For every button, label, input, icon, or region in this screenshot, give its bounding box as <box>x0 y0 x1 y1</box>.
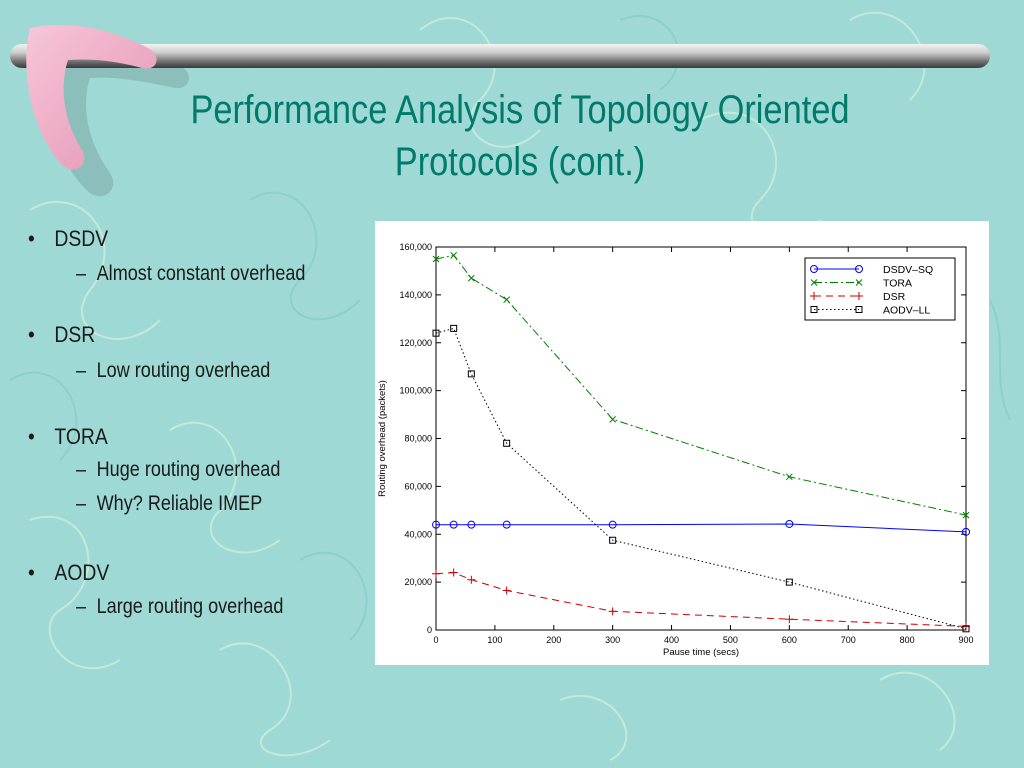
data-point-tora <box>467 274 475 282</box>
data-point-tora <box>785 473 793 481</box>
data-point-dsdv-sq <box>502 520 511 529</box>
dash-marker: – <box>76 492 87 515</box>
legend-label-aodv-ll: AODV–LL <box>883 305 930 317</box>
x-tick-label: 800 <box>900 635 915 645</box>
bullet-dsr: • DSR <box>28 322 95 348</box>
bullet-marker: • <box>28 424 35 449</box>
dash-marker: – <box>76 262 87 285</box>
data-point-aodv-ll <box>503 439 511 447</box>
y-tick-label: 100,000 <box>399 386 432 396</box>
legend-marker-dsr <box>810 292 818 300</box>
y-tick-label: 20,000 <box>404 577 432 587</box>
x-tick-label: 200 <box>546 635 561 645</box>
title-bar <box>10 44 990 68</box>
sub-bullet-tora-1: – Huge routing overhead <box>76 458 280 482</box>
slide-title-line2: Protocols (cont.) <box>394 140 646 184</box>
data-point-dsdv-sq <box>608 520 617 529</box>
sub-bullet-text: Large routing overhead <box>96 595 284 618</box>
data-point-dsr <box>502 586 511 595</box>
x-tick-label: 600 <box>782 635 797 645</box>
y-tick-label: 120,000 <box>399 338 432 348</box>
sub-bullet-dsdv-1: – Almost constant overhead <box>76 262 305 286</box>
data-point-dsr <box>449 568 458 577</box>
legend-marker-dsdv-sq <box>810 265 818 273</box>
bullet-tora: • TORA <box>28 424 108 450</box>
data-point-aodv-ll <box>962 625 970 633</box>
series-line-dsr <box>435 572 967 627</box>
x-tick-label: 0 <box>433 635 438 645</box>
sub-bullet-text: Low routing overhead <box>96 359 271 382</box>
bullet-label: DSDV <box>54 226 109 251</box>
data-point-dsdv-sq <box>785 519 794 528</box>
bullet-label: TORA <box>54 424 108 449</box>
data-point-dsdv-sq <box>467 520 476 529</box>
x-tick-label: 100 <box>487 635 502 645</box>
data-point-tora <box>609 415 617 423</box>
x-tick-label: 300 <box>605 635 620 645</box>
y-tick-label: 0 <box>427 625 432 635</box>
dash-marker: – <box>76 595 87 618</box>
data-point-tora <box>503 296 511 304</box>
series-line-aodv-ll <box>435 327 967 630</box>
slide-title-line1: Performance Analysis of Topology Oriente… <box>190 88 850 132</box>
data-point-tora <box>962 511 970 519</box>
legend-marker-aodv-ll <box>810 306 818 313</box>
data-point-aodv-ll <box>785 578 793 586</box>
sub-bullet-text: Why? Reliable IMEP <box>96 492 263 515</box>
bullet-aodv: • AODV <box>28 560 109 586</box>
data-point-aodv-ll <box>432 329 440 337</box>
x-tick-label: 700 <box>841 635 856 645</box>
data-point-tora <box>450 252 458 259</box>
dash-marker: – <box>76 359 87 382</box>
bullet-marker: • <box>28 322 35 347</box>
legend-marker-tora <box>855 279 863 286</box>
y-tick-label: 40,000 <box>404 529 432 539</box>
data-point-aodv-ll <box>467 370 475 378</box>
legend-label-dsr: DSR <box>883 291 906 303</box>
legend-marker-aodv-ll <box>855 306 863 313</box>
sub-bullet-text: Huge routing overhead <box>96 458 281 481</box>
dash-marker: – <box>76 458 87 481</box>
sub-bullet-aodv-1: – Large routing overhead <box>76 595 283 619</box>
data-point-dsr <box>432 569 440 578</box>
legend-marker-dsdv-sq <box>855 265 863 273</box>
bullet-dsdv: • DSDV <box>28 226 108 252</box>
y-tick-label: 80,000 <box>404 434 432 444</box>
sub-bullet-text: Almost constant overhead <box>96 262 306 285</box>
legend-marker-dsr <box>855 292 863 300</box>
y-tick-label: 160,000 <box>399 242 432 252</box>
x-tick-label: 400 <box>664 635 679 645</box>
data-point-dsdv-sq <box>962 527 970 536</box>
sub-bullet-tora-2: – Why? Reliable IMEP <box>76 492 262 516</box>
x-tick-label: 500 <box>723 635 738 645</box>
data-point-dsdv-sq <box>449 520 458 529</box>
data-point-aodv-ll <box>450 324 458 332</box>
legend-label-tora: TORA <box>883 278 912 290</box>
x-tick-label: 900 <box>958 635 973 645</box>
data-point-dsr <box>608 607 617 616</box>
series-line-dsdv-sq <box>436 523 967 533</box>
x-axis-label: Pause time (secs) <box>663 647 739 658</box>
bullet-marker: • <box>28 226 35 251</box>
bullet-marker: • <box>28 560 35 585</box>
y-axis-label: Routing overhead (packets) <box>377 380 388 497</box>
legend-marker-tora <box>810 279 818 286</box>
y-tick-label: 140,000 <box>399 290 432 300</box>
chart-panel: 0 100 200 300 400 500 600 700 800 900 0 20,000 40,00… <box>375 221 989 665</box>
bullet-label: DSR <box>54 322 96 347</box>
data-point-tora <box>432 255 440 263</box>
slide-title: Performance Analysis of Topology Oriente… <box>176 84 864 188</box>
data-point-dsdv-sq <box>432 520 440 529</box>
y-tick-label: 60,000 <box>404 481 432 491</box>
routing-overhead-chart: 0 100 200 300 400 500 600 700 800 900 0 20,000 40,00… <box>377 242 974 658</box>
title-bar-decoration <box>10 24 990 197</box>
legend-label-dsdv-sq: DSDV–SQ <box>883 264 933 276</box>
data-point-dsr <box>785 615 794 624</box>
data-point-dsr <box>467 575 476 584</box>
data-point-aodv-ll <box>609 536 617 544</box>
sub-bullet-dsr-1: – Low routing overhead <box>76 359 270 383</box>
bullet-label: AODV <box>54 560 110 585</box>
